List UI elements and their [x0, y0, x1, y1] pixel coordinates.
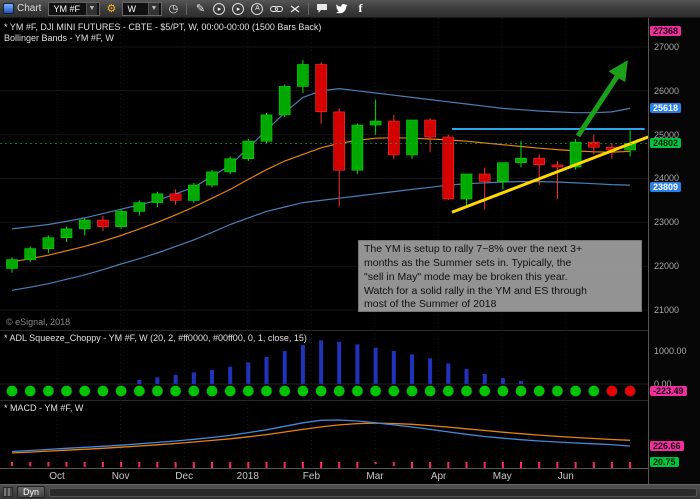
text-tool-glyph: A	[251, 2, 264, 15]
annotation-note[interactable]: The YM is setup to rally 7~8% over the n…	[358, 240, 642, 312]
copyright-label: © eSignal, 2018	[6, 317, 71, 327]
time-axis[interactable]: Oct Nov Dec 2018 Feb Mar Apr May Jun	[0, 468, 648, 484]
adl-tick: 0.00	[654, 379, 672, 389]
toolbar-separator	[186, 2, 188, 15]
toolbar-separator	[308, 2, 310, 15]
pencil-icon[interactable]: ✎	[195, 3, 206, 15]
window-title-label: Chart	[17, 3, 42, 14]
window-title: Chart	[3, 3, 41, 14]
chevron-down-icon[interactable]: ▼	[147, 2, 160, 15]
trend-line	[451, 135, 648, 214]
price-badge: 24802	[650, 138, 682, 149]
rally-arrow	[575, 60, 628, 138]
month-label-oct: Oct	[49, 471, 65, 482]
adl-panel-canvas[interactable]	[0, 330, 648, 400]
price-badge: 23809	[650, 181, 682, 192]
price-badge: 25618	[650, 102, 682, 113]
adl-tick: 1000.00	[654, 346, 687, 356]
forward-icon[interactable]: ▸	[230, 2, 246, 16]
adl-svg[interactable]	[0, 330, 648, 400]
main-chart-svg[interactable]	[0, 18, 648, 330]
main-chart-canvas[interactable]	[0, 18, 648, 330]
twitter-icon[interactable]	[333, 2, 349, 16]
dyn-button[interactable]: Dyn	[17, 486, 46, 498]
text-tool-icon[interactable]: A	[249, 2, 265, 16]
clock-icon[interactable]: ◷	[168, 3, 179, 15]
candles-layer	[6, 60, 636, 273]
symbol-dropdown[interactable]: YM #F ▼	[48, 1, 101, 16]
replay-icon-glyph: ▸	[213, 2, 226, 15]
chart-scrollbar[interactable]	[49, 487, 697, 497]
price-tick: 22000	[654, 261, 680, 272]
month-label-dec: Dec	[175, 471, 194, 482]
status-bar: Dyn	[0, 484, 700, 499]
link-icon[interactable]	[268, 2, 284, 16]
month-label-nov: Nov	[111, 471, 130, 482]
price-tick: 24000	[654, 173, 680, 184]
adl-badge: -223.49	[650, 386, 687, 397]
month-label-mar: Mar	[366, 471, 384, 482]
facebook-icon[interactable]: f	[358, 1, 363, 15]
month-label-jun: Jun	[557, 471, 574, 482]
month-label-feb: Feb	[302, 471, 321, 482]
month-label-apr: Apr	[430, 471, 447, 482]
price-badge: 27368	[650, 25, 682, 36]
month-label-2018: 2018	[236, 471, 259, 482]
macd-signal-badge: 20.75	[650, 457, 679, 467]
price-tick: 27000	[654, 42, 680, 52]
price-tick: 26000	[654, 85, 680, 96]
replay-icon[interactable]: ▸	[211, 2, 227, 16]
chart-window-icon	[3, 3, 14, 14]
interval-dropdown[interactable]: W ▼	[122, 1, 163, 16]
chat-icon[interactable]	[314, 2, 330, 16]
month-label-may: May	[492, 471, 512, 482]
macd-svg[interactable]	[0, 400, 648, 468]
macd-panel-canvas[interactable]	[0, 400, 648, 468]
symbol-value: YM #F	[53, 3, 80, 14]
price-tick: 23000	[654, 217, 680, 228]
macd-badge: 226.66	[650, 441, 684, 452]
interval-value: W	[127, 3, 136, 14]
grid-icon[interactable]	[3, 487, 13, 497]
anchor-link-icon[interactable]	[287, 2, 303, 16]
price-tick: 25000	[654, 129, 680, 140]
price-axis[interactable]: 27000 26000 25000 24000 23000 22000 21000 27368…	[648, 18, 700, 484]
forward-icon-glyph: ▸	[232, 2, 245, 15]
gear-icon[interactable]: ⚙	[106, 3, 117, 15]
chevron-down-icon[interactable]: ▼	[85, 2, 98, 15]
price-tick: 21000	[654, 304, 680, 315]
toolbar: Chart YM #F ▼ ⚙ W ▼ ◷ ✎ ▸ ▸ A f	[0, 0, 700, 18]
